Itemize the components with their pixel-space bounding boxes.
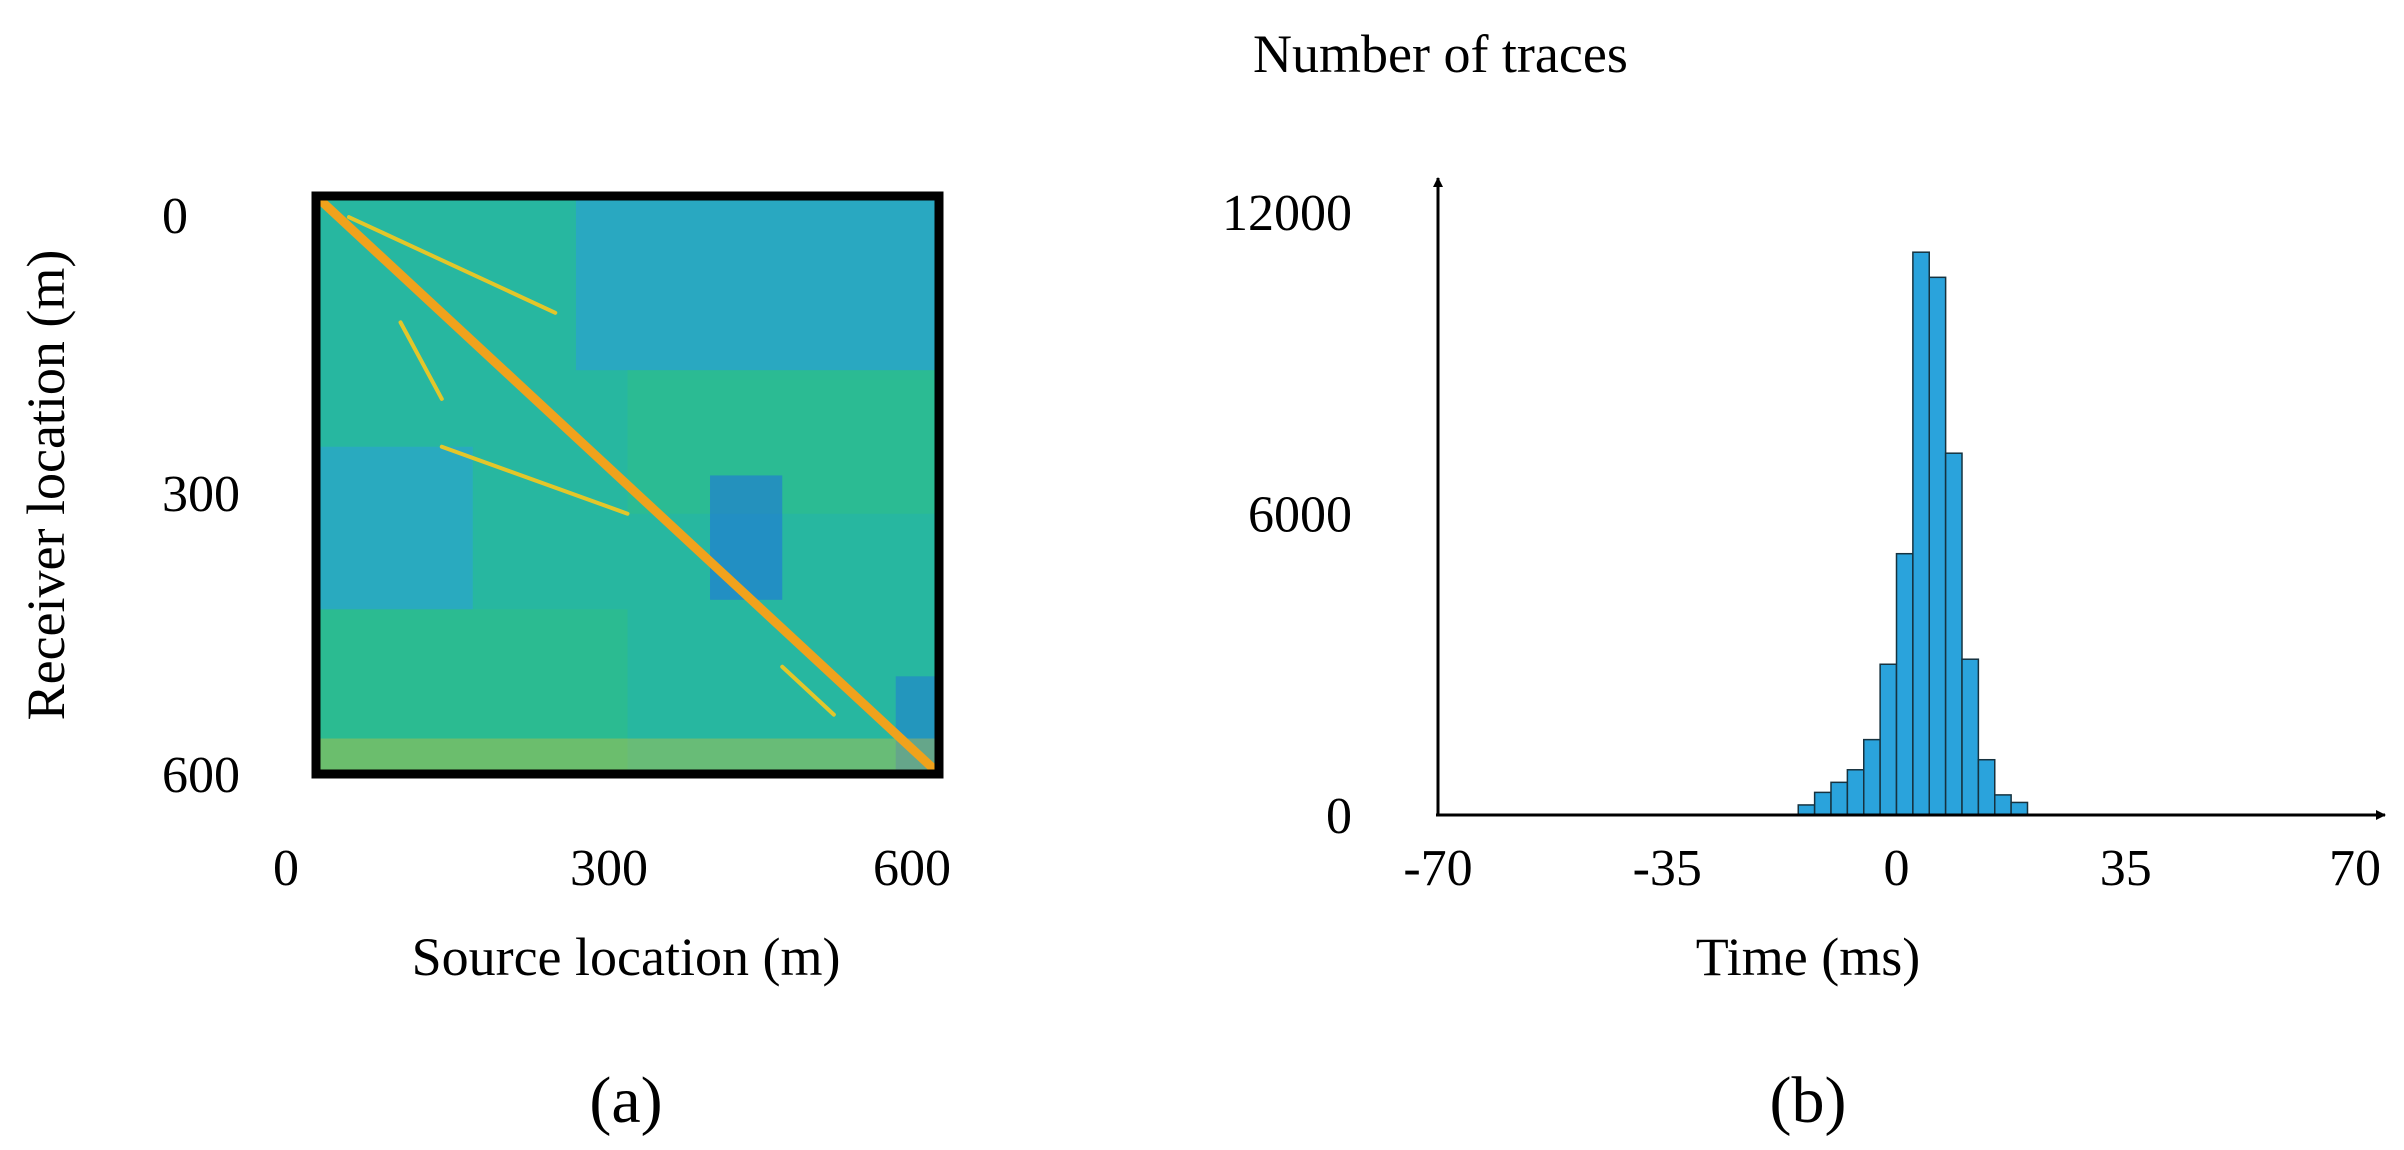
- heatmap-x-tick-0: 0: [273, 840, 299, 897]
- heatmap-lower-branch: [398, 320, 444, 401]
- histogram-y-label: Number of traces: [1253, 24, 1628, 84]
- heatmap-main-diagonal: [318, 198, 937, 772]
- histogram-y-tick: 0: [1326, 788, 1352, 845]
- heatmap-x-label: Source location (m): [412, 927, 841, 987]
- panel-a: Receiver location (m) 0 300 600 0 300 60…: [16, 188, 951, 1137]
- histogram-bar: [1846, 769, 1865, 816]
- histogram-y-ticks: 0 6000 12000: [1222, 185, 1352, 845]
- histogram-bar: [1961, 658, 1980, 816]
- histogram-x-label: Time (ms): [1696, 927, 1921, 987]
- heatmap-deep-blue-patch: [710, 475, 783, 600]
- histogram-bar: [1797, 804, 1816, 816]
- histogram-x-tick: -35: [1633, 840, 1702, 897]
- heatmap-y-tick-300: 300: [162, 466, 240, 523]
- panel-a-caption: (a): [589, 1064, 662, 1137]
- histogram-bar: [2010, 801, 2029, 816]
- histogram-x-tick: 70: [2329, 840, 2381, 897]
- heatmap-upper-branch: [346, 215, 558, 315]
- histogram-bar: [1895, 552, 1914, 816]
- heatmap-field: [318, 198, 937, 772]
- histogram-bar: [1944, 452, 1963, 816]
- heatmap-frame: [311, 191, 944, 779]
- histogram-x-ticks: -70 -35 0 35 70: [1403, 840, 2381, 897]
- heatmap-blue-region-top: [575, 198, 937, 371]
- heatmap-y-tick-600: 600: [162, 747, 240, 804]
- histogram-x-tick: 35: [2100, 840, 2152, 897]
- histogram-bar: [1994, 794, 2012, 816]
- histogram-y-tick: 6000: [1248, 487, 1352, 544]
- histogram-bar: [1863, 738, 1881, 816]
- histogram-bar: [1912, 251, 1930, 816]
- panel-b-caption: (b): [1770, 1064, 1847, 1137]
- heatmap-green-region: [318, 609, 628, 772]
- histogram-bar: [1879, 663, 1898, 816]
- histogram-bars: [1797, 251, 2029, 816]
- heatmap-bottom-band: [318, 738, 937, 772]
- heatmap-lower-branch: [439, 444, 630, 516]
- heatmap-lower-branch: [780, 664, 836, 717]
- histogram-bar: [1813, 791, 1832, 816]
- histogram-x-tick: -70: [1403, 840, 1472, 897]
- histogram-bar: [1830, 781, 1849, 816]
- heatmap-y-label: Receiver location (m): [16, 250, 76, 721]
- heatmap-x-tick-300: 300: [570, 840, 648, 897]
- heatmap-x-tick-600: 600: [873, 840, 951, 897]
- heatmap-blue-region-left: [318, 446, 473, 610]
- histogram-bar: [1977, 758, 1996, 816]
- histogram-x-tick: 0: [1884, 840, 1910, 897]
- heatmap-y-tick-0: 0: [162, 188, 188, 245]
- histogram-y-tick: 12000: [1222, 185, 1352, 242]
- histogram-bar: [1928, 276, 1947, 816]
